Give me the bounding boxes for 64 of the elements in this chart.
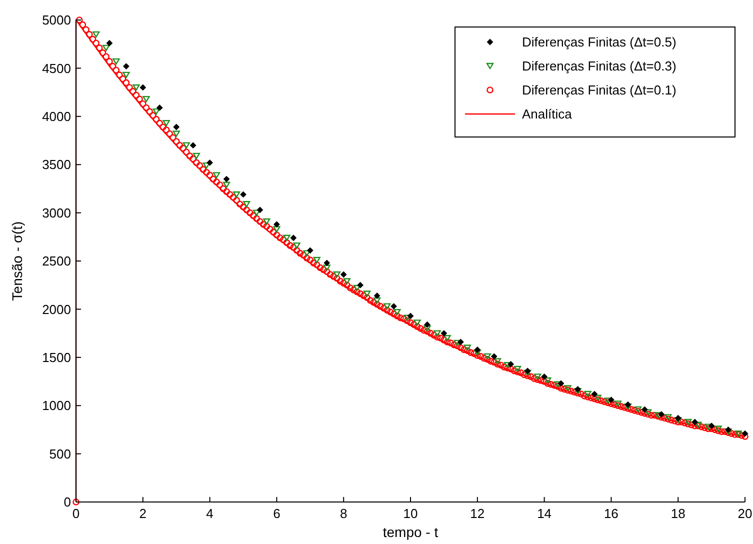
- y-tick-label: 1000: [42, 398, 71, 414]
- y-tick-label: 5000: [42, 12, 71, 28]
- point: [122, 63, 130, 70]
- point: [641, 406, 648, 413]
- point: [440, 330, 448, 336]
- y-tick-label: 4500: [42, 60, 71, 76]
- legend-label: Diferenças Finitas (Δt=0.5): [522, 34, 676, 50]
- point: [474, 346, 481, 353]
- x-tick-label: 8: [340, 506, 348, 521]
- point: [624, 401, 632, 408]
- point: [457, 338, 464, 346]
- point: [390, 303, 397, 310]
- point: [306, 247, 314, 254]
- x-tick-label: 16: [604, 506, 618, 521]
- point: [708, 422, 715, 430]
- point: [173, 124, 180, 130]
- point: [490, 353, 498, 360]
- point: [508, 360, 514, 368]
- x-tick-label: 10: [403, 506, 418, 521]
- point: [407, 312, 414, 320]
- x-tick-label: 20: [738, 506, 752, 521]
- legend-label: Analítica: [522, 106, 573, 122]
- point: [424, 321, 430, 328]
- point: [256, 206, 264, 214]
- point: [223, 176, 230, 182]
- point: [156, 104, 163, 111]
- point: [340, 271, 347, 278]
- point: [190, 142, 196, 149]
- y-axis-title: Tensão - σ(t): [9, 221, 25, 301]
- point: [206, 159, 213, 166]
- point: [274, 221, 280, 228]
- y-tick-label: 3500: [42, 157, 71, 172]
- y-tick-label: 3000: [42, 205, 71, 220]
- point: [140, 84, 146, 91]
- x-tick-label: 18: [670, 506, 686, 521]
- point: [674, 414, 682, 422]
- point: [591, 390, 598, 398]
- x-axis-title: tempo - t: [382, 524, 438, 540]
- y-tick-label: 0: [64, 494, 71, 510]
- y-tick-label: 2000: [42, 302, 71, 317]
- point: [742, 430, 748, 437]
- legend-label: Diferenças Finitas (Δt=0.1): [522, 82, 676, 98]
- x-tick-label: 12: [470, 506, 485, 521]
- point: [658, 411, 665, 418]
- y-tick-label: 2500: [42, 254, 71, 269]
- y-tick-label: 500: [49, 446, 71, 462]
- x-tick-label: 4: [206, 506, 214, 521]
- point: [290, 234, 297, 242]
- point: [357, 282, 364, 288]
- point: [608, 396, 614, 404]
- point: [374, 292, 380, 299]
- point: [574, 386, 581, 392]
- legend-label: Diferenças Finitas (Δt=0.3): [522, 58, 676, 74]
- point: [106, 40, 113, 46]
- point: [692, 418, 698, 426]
- x-tick-label: 2: [139, 506, 147, 521]
- point: [324, 260, 330, 266]
- x-tick-label: 14: [537, 506, 552, 521]
- x-tick-label: 6: [273, 506, 280, 521]
- point: [541, 373, 548, 380]
- y-tick-label: 4000: [42, 108, 71, 124]
- point: [725, 426, 732, 433]
- y-tick-label: 1500: [42, 350, 71, 365]
- point: [558, 380, 564, 387]
